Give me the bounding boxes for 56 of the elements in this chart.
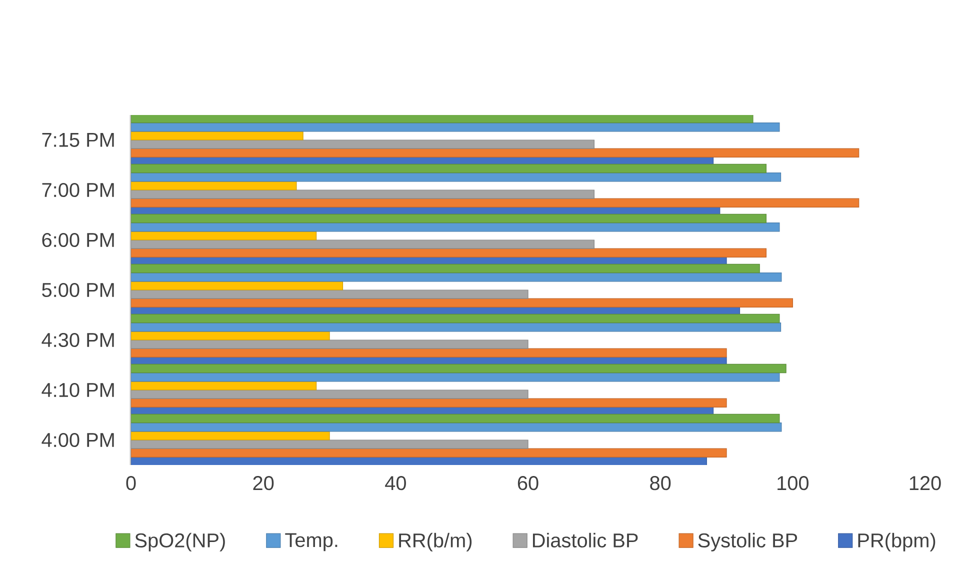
x-tick-label: 20 xyxy=(253,476,274,490)
bar xyxy=(131,440,528,449)
bar xyxy=(131,115,754,124)
legend-label: Systolic BP xyxy=(698,532,798,552)
bar xyxy=(131,140,594,149)
bar xyxy=(131,281,344,290)
bar xyxy=(131,272,782,282)
bar xyxy=(131,340,528,349)
bar xyxy=(131,222,780,232)
y-tick-label: 4:10 PM xyxy=(42,382,114,398)
bar xyxy=(131,264,760,274)
bar xyxy=(131,122,780,132)
bar xyxy=(131,431,330,440)
bar xyxy=(131,398,727,408)
x-tick-label: 80 xyxy=(650,476,671,490)
y-tick-label: 7:00 PM xyxy=(42,182,114,198)
y-tick-label: 5:00 PM xyxy=(42,282,114,298)
bar xyxy=(131,190,594,199)
bar xyxy=(131,214,767,224)
bar xyxy=(131,390,528,399)
bar xyxy=(131,314,780,324)
bar xyxy=(131,414,780,424)
bar xyxy=(131,348,727,358)
bar xyxy=(131,331,330,340)
y-tick-label: 6:00 PM xyxy=(42,232,114,248)
bar xyxy=(131,164,767,174)
x-tick-label: 120 xyxy=(910,476,941,490)
bar xyxy=(131,198,860,208)
bar xyxy=(131,131,304,140)
bar xyxy=(131,240,594,249)
bar xyxy=(131,148,860,158)
bar xyxy=(131,372,780,382)
bar xyxy=(131,298,793,308)
bar xyxy=(131,181,297,190)
legend-label: Temp. xyxy=(285,533,338,552)
bar xyxy=(131,456,707,465)
legend-label: Diastolic BP xyxy=(532,532,638,548)
bar xyxy=(131,322,782,332)
x-tick-label: 60 xyxy=(518,476,538,490)
x-tick-label: 100 xyxy=(778,476,809,490)
y-tick-label: 7:15 PM xyxy=(42,133,114,147)
y-tick-label: 4:00 PM xyxy=(42,432,114,448)
bar xyxy=(131,364,786,374)
bar xyxy=(131,290,528,299)
bar xyxy=(131,448,727,458)
bar xyxy=(131,172,782,182)
bar xyxy=(131,422,782,432)
legend-label: SpO2(NP) xyxy=(135,532,225,552)
bar xyxy=(131,381,317,390)
y-tick-label: 4:30 PM xyxy=(42,332,114,348)
x-tick-label: 0 xyxy=(126,476,136,490)
bar xyxy=(131,248,767,258)
x-tick-label: 40 xyxy=(385,476,406,490)
legend-label: PR(bpm) xyxy=(858,532,936,552)
bar xyxy=(131,231,317,240)
legend-label: RR(b/m) xyxy=(399,532,472,552)
